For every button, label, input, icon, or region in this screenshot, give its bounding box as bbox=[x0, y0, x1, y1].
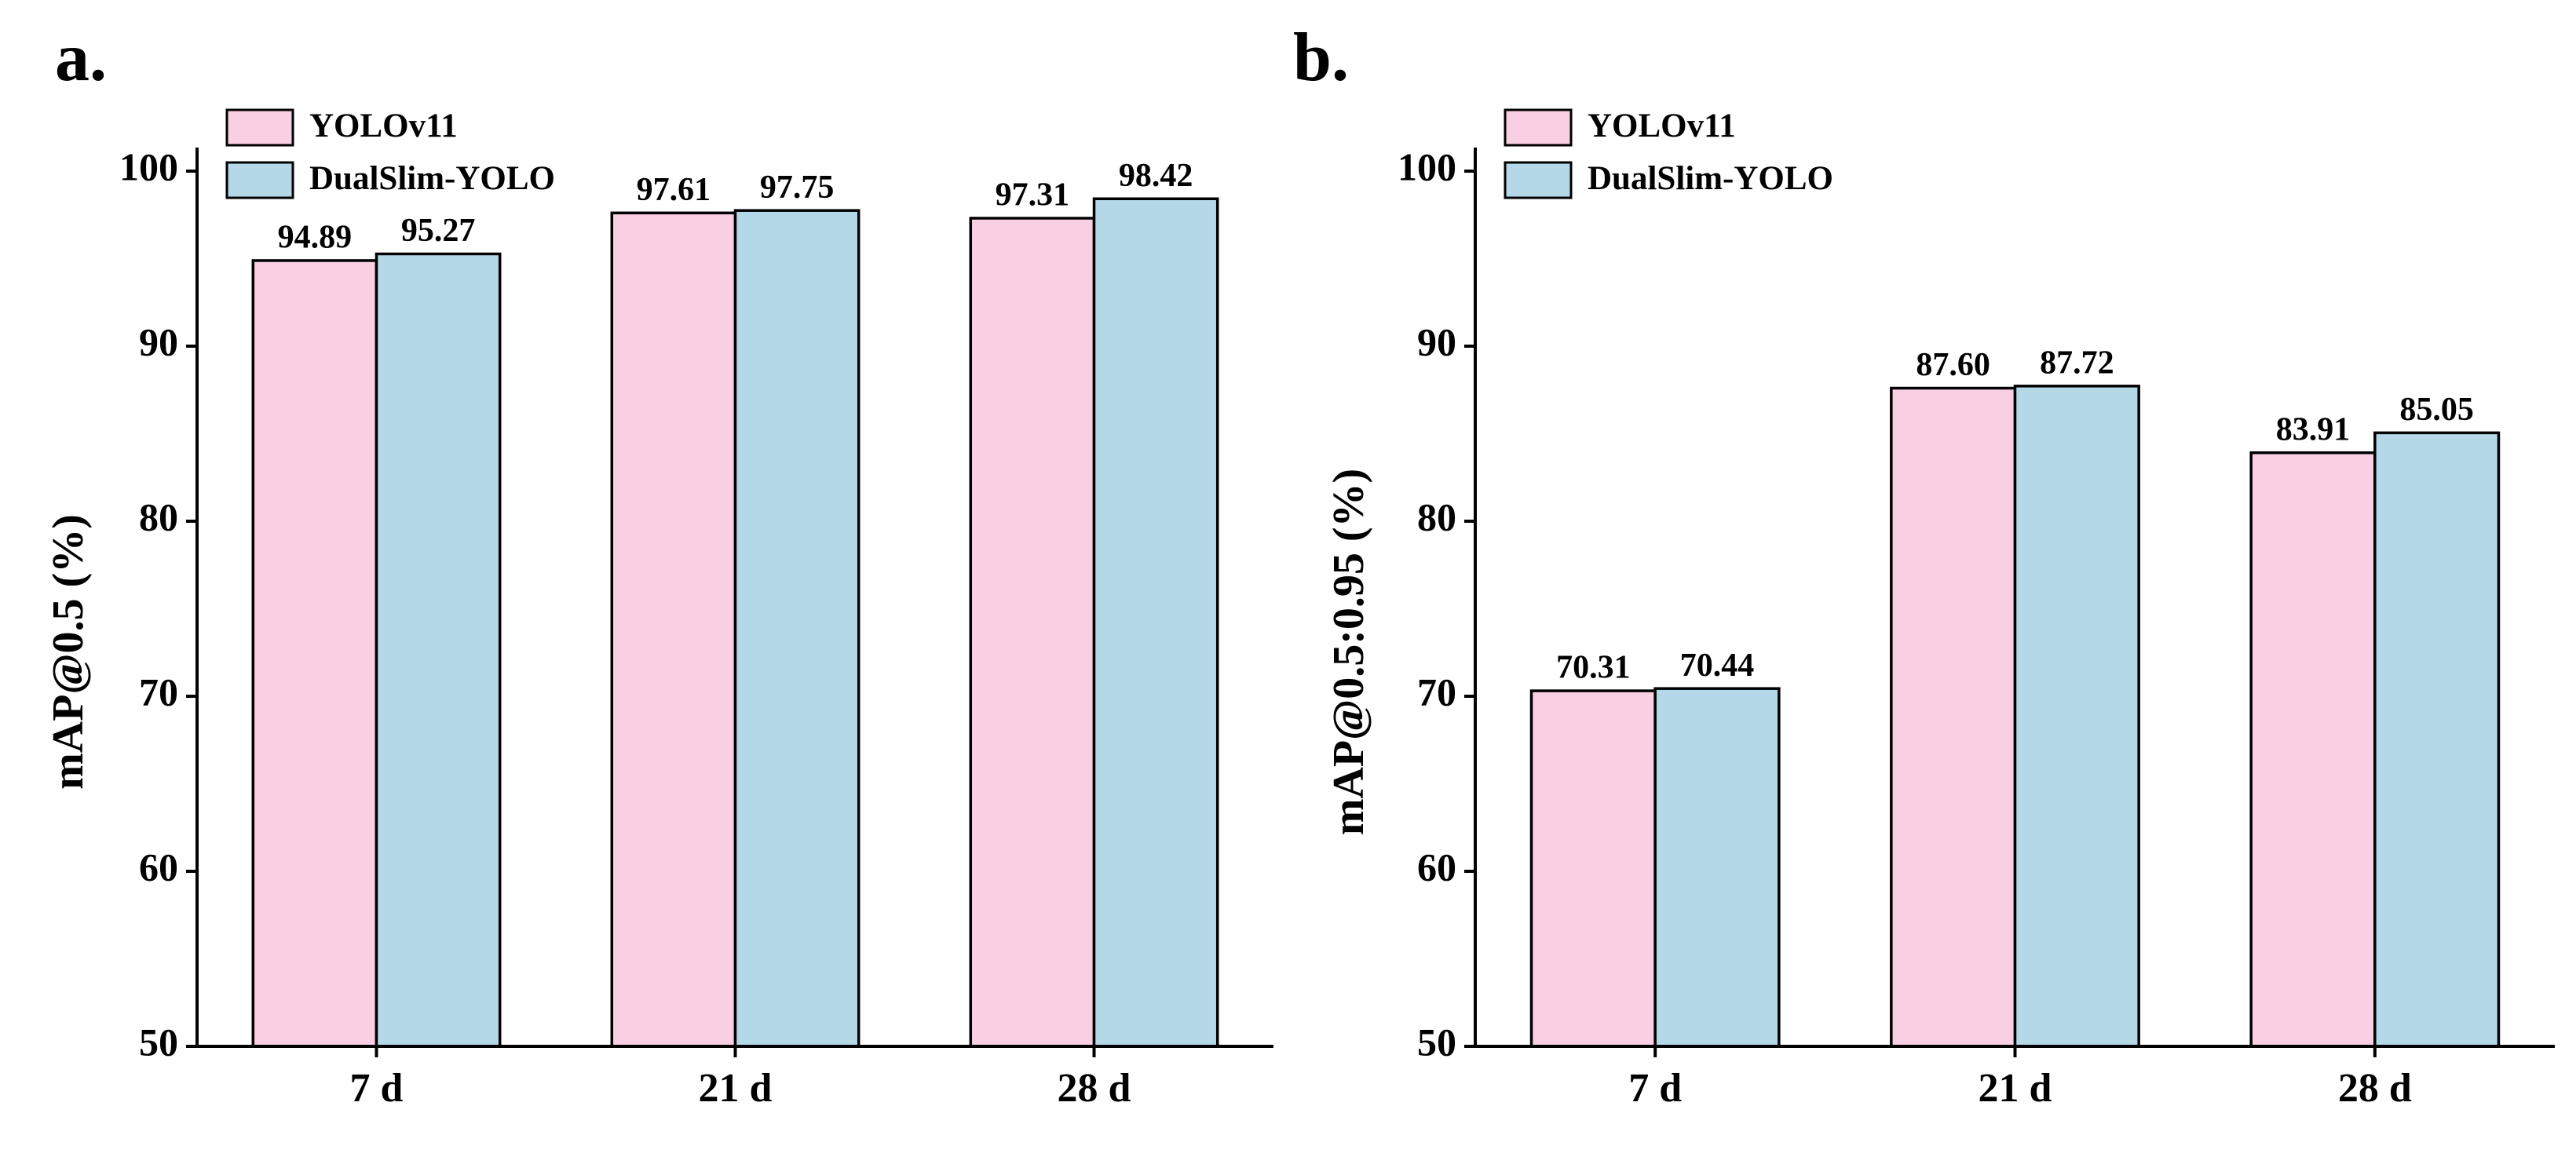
value-label: 70.44 bbox=[1680, 648, 1755, 684]
legend-label: DualSlim-YOLO bbox=[1588, 160, 1833, 197]
bar bbox=[1529, 689, 1657, 1048]
y-tick-label: 90 bbox=[139, 319, 178, 363]
legend-swatch bbox=[225, 161, 294, 199]
y-tick-label: 60 bbox=[139, 845, 178, 889]
value-label: 83.91 bbox=[2276, 411, 2351, 447]
panel-label: a. bbox=[55, 20, 107, 96]
x-tick-label: 28 d bbox=[2338, 1066, 2412, 1111]
legend-swatch bbox=[1504, 108, 1573, 147]
value-label: 97.75 bbox=[760, 170, 835, 206]
x-tick-label: 7 d bbox=[1628, 1066, 1682, 1111]
y-tick-label: 60 bbox=[1417, 845, 1456, 889]
legend-swatch bbox=[225, 108, 294, 147]
bar bbox=[2373, 431, 2501, 1048]
value-label: 97.31 bbox=[996, 177, 1070, 214]
y-tick-label: 100 bbox=[1398, 144, 1456, 188]
legend-swatch bbox=[1504, 161, 1573, 199]
bar bbox=[2249, 451, 2377, 1048]
bar bbox=[733, 209, 860, 1048]
legend-label: YOLOv11 bbox=[1588, 108, 1736, 144]
bar bbox=[375, 252, 502, 1048]
legend-label: DualSlim-YOLO bbox=[309, 160, 555, 197]
bar bbox=[1092, 197, 1219, 1048]
value-label: 94.89 bbox=[278, 220, 353, 256]
y-tick-label: 80 bbox=[1417, 495, 1456, 538]
bar bbox=[610, 211, 737, 1048]
y-axis-title: mAP@0.5:0.95 (%) bbox=[1325, 469, 1373, 835]
y-tick-label: 50 bbox=[1417, 1020, 1456, 1064]
value-label: 97.61 bbox=[637, 172, 711, 208]
y-tick-label: 70 bbox=[1417, 670, 1456, 714]
x-tick-label: 21 d bbox=[699, 1066, 773, 1111]
value-label: 98.42 bbox=[1119, 158, 1193, 194]
x-tick-label: 21 d bbox=[1979, 1066, 2052, 1111]
y-axis-title: mAP@0.5 (%) bbox=[44, 514, 93, 790]
x-tick-label: 7 d bbox=[350, 1066, 404, 1111]
y-tick-label: 90 bbox=[1417, 319, 1456, 363]
bar bbox=[969, 217, 1096, 1048]
y-tick-label: 50 bbox=[139, 1020, 178, 1064]
bar bbox=[1890, 386, 2017, 1048]
value-label: 87.72 bbox=[2040, 345, 2114, 381]
value-label: 85.05 bbox=[2399, 392, 2474, 428]
y-tick-label: 80 bbox=[139, 495, 178, 538]
y-tick-label: 100 bbox=[119, 144, 178, 188]
value-label: 95.27 bbox=[401, 213, 476, 249]
bar bbox=[2013, 385, 2140, 1048]
panel-label: b. bbox=[1293, 20, 1349, 96]
value-label: 70.31 bbox=[1556, 650, 1631, 686]
bar bbox=[1653, 687, 1781, 1048]
x-tick-label: 28 d bbox=[1058, 1066, 1131, 1111]
value-label: 87.60 bbox=[1916, 347, 1990, 383]
y-tick-label: 70 bbox=[139, 670, 178, 714]
bar bbox=[251, 259, 378, 1048]
legend-label: YOLOv11 bbox=[309, 108, 458, 144]
